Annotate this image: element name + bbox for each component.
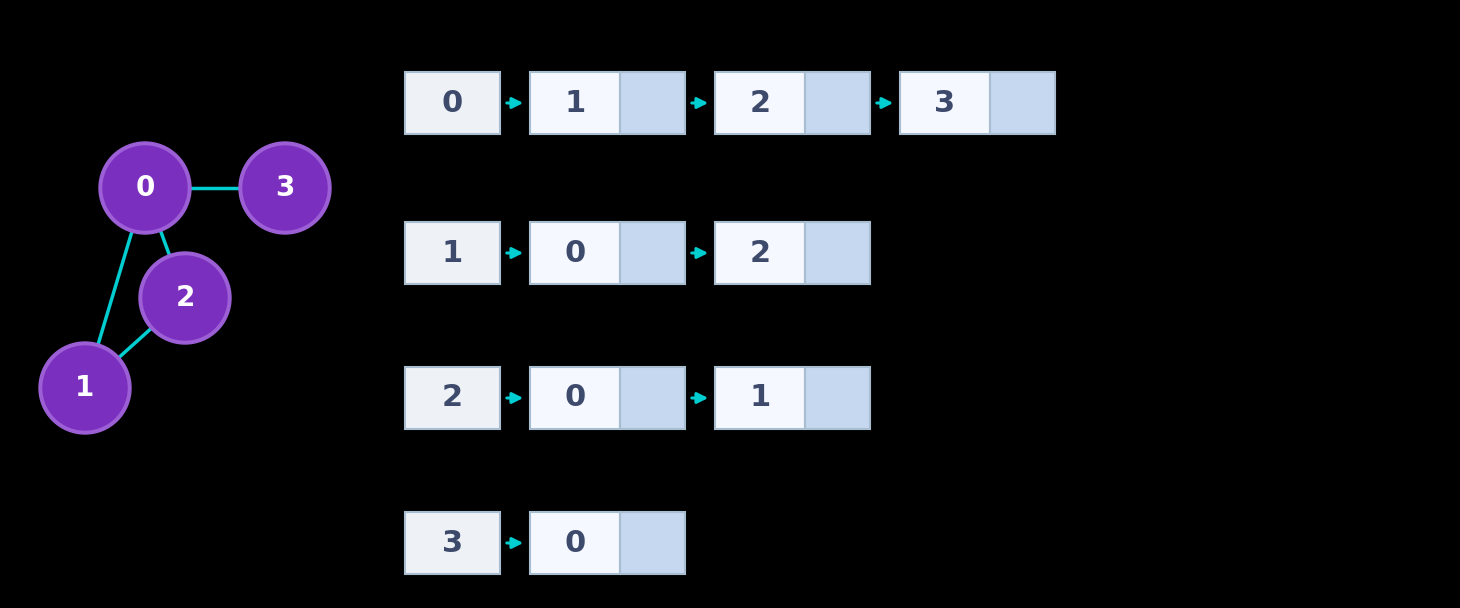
Text: 1: 1 — [442, 238, 463, 268]
Text: 2: 2 — [175, 284, 194, 312]
Bar — [620, 222, 685, 284]
Bar — [899, 72, 990, 134]
Bar — [530, 367, 620, 429]
Text: 1: 1 — [749, 384, 771, 412]
Bar — [620, 367, 685, 429]
Text: 1: 1 — [76, 374, 95, 402]
Text: 3: 3 — [276, 174, 295, 202]
Bar — [404, 512, 499, 574]
Bar — [530, 72, 620, 134]
Text: 2: 2 — [749, 238, 771, 268]
Circle shape — [143, 256, 226, 340]
Bar — [620, 72, 685, 134]
Circle shape — [104, 146, 187, 230]
Circle shape — [139, 252, 231, 344]
Bar — [404, 72, 499, 134]
Bar — [715, 222, 804, 284]
Bar — [620, 512, 685, 574]
Bar — [530, 512, 620, 574]
Bar — [804, 367, 870, 429]
Bar — [990, 72, 1056, 134]
Bar — [404, 222, 499, 284]
Text: 0: 0 — [442, 89, 463, 117]
Bar — [804, 222, 870, 284]
Text: 3: 3 — [934, 89, 955, 117]
Bar — [404, 367, 499, 429]
Bar — [715, 367, 804, 429]
Text: 0: 0 — [565, 238, 585, 268]
Circle shape — [42, 346, 127, 430]
Circle shape — [242, 146, 327, 230]
Text: 2: 2 — [442, 384, 463, 412]
Text: 0: 0 — [565, 384, 585, 412]
Circle shape — [39, 342, 131, 434]
Circle shape — [239, 142, 331, 234]
Bar — [715, 72, 804, 134]
Circle shape — [99, 142, 191, 234]
Text: 1: 1 — [565, 89, 585, 117]
Text: 0: 0 — [565, 528, 585, 558]
Bar — [804, 72, 870, 134]
Text: 3: 3 — [442, 528, 463, 558]
Text: 2: 2 — [749, 89, 771, 117]
Bar — [530, 222, 620, 284]
Text: 0: 0 — [136, 174, 155, 202]
